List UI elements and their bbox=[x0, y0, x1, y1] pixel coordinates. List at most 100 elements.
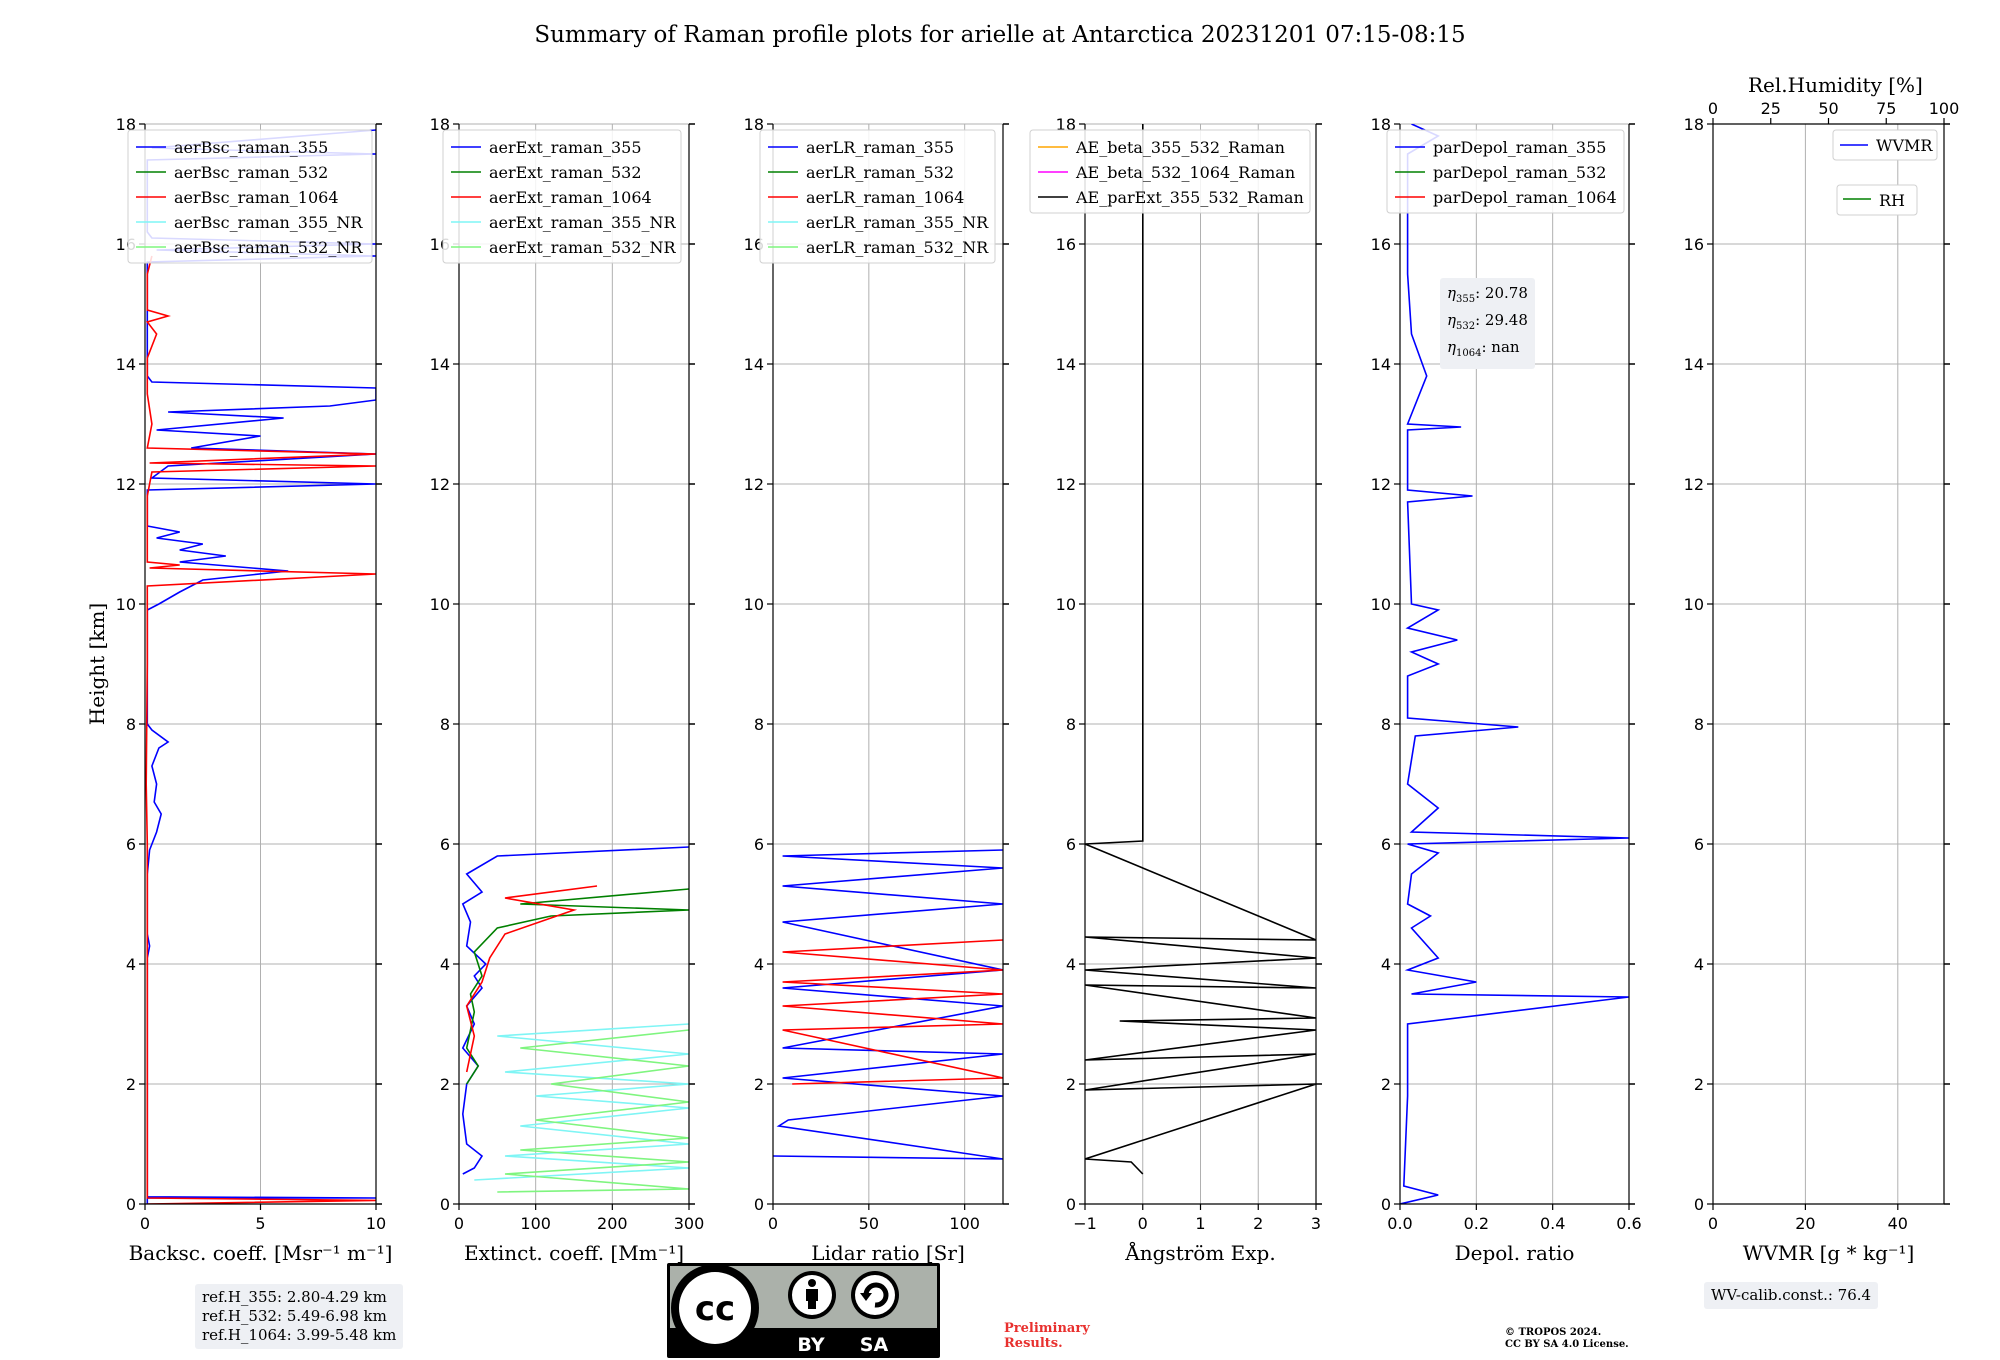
y-tick-label: 12 bbox=[430, 475, 450, 494]
y-tick-label: 14 bbox=[744, 355, 764, 374]
y-tick-label: 0 bbox=[1066, 1195, 1076, 1214]
series-aerExt_raman_532 bbox=[465, 888, 689, 1085]
y-tick-label: 6 bbox=[1066, 835, 1076, 854]
legend: AE_beta_355_532_Raman AE_beta_532_1064_Ra… bbox=[1029, 129, 1311, 214]
legend-box bbox=[1832, 129, 1938, 161]
cc-sa-label: SA bbox=[860, 1334, 889, 1356]
x-tick-label: 20 bbox=[1795, 1214, 1815, 1233]
x-axis-label: Lidar ratio [Sr] bbox=[811, 1241, 965, 1265]
eta-532: η532: 29.48 bbox=[1447, 311, 1528, 332]
y-tick-label: 14 bbox=[1684, 355, 1704, 374]
x-tick-label: 0.0 bbox=[1387, 1214, 1412, 1233]
x-tick-label: 0 bbox=[140, 1214, 150, 1233]
y-tick-label: 4 bbox=[1694, 955, 1704, 974]
x-tick-label-top: 0 bbox=[1708, 99, 1718, 118]
legend-entry: aerBsc_raman_1064 bbox=[174, 188, 339, 207]
legend-entry: AE_parExt_355_532_Raman bbox=[1075, 188, 1304, 207]
y-tick-label: 18 bbox=[1056, 115, 1076, 134]
series-aerExt_raman_355 bbox=[461, 846, 689, 1175]
legend-box bbox=[127, 129, 373, 264]
y-tick-label: 6 bbox=[1381, 835, 1391, 854]
legend-entry: aerExt_raman_532 bbox=[489, 163, 642, 182]
y-tick-label: 14 bbox=[1371, 355, 1391, 374]
y-tick-label: 8 bbox=[440, 715, 450, 734]
y-tick-label: 2 bbox=[1381, 1075, 1391, 1094]
eta-1064: η1064: nan bbox=[1447, 338, 1520, 359]
x-tick-label: 100 bbox=[520, 1214, 551, 1233]
y-tick-label: 18 bbox=[430, 115, 450, 134]
y-tick-label: 4 bbox=[440, 955, 450, 974]
y-tick-label: 8 bbox=[754, 715, 764, 734]
x-tick-label: 200 bbox=[597, 1214, 628, 1233]
x-tick-label: 2 bbox=[1253, 1214, 1263, 1233]
legend-entry: AE_beta_355_532_Raman bbox=[1075, 138, 1285, 157]
eta-355: η355: 20.78 bbox=[1447, 284, 1528, 305]
legend: parDepol_raman_355 parDepol_raman_532 parD… bbox=[1386, 129, 1625, 214]
panel-lidar_ratio: 0 2 4 6 8 10 12 14 16 18 0 50 100 Lidar ratio [Sr] aer… bbox=[744, 115, 1009, 1265]
x-axis-label: Extinct. coeff. [Mm⁻¹] bbox=[464, 1241, 684, 1265]
preliminary-note: Preliminary Results. bbox=[1004, 1321, 1090, 1351]
series-group bbox=[145, 129, 376, 1204]
y-tick-label: 10 bbox=[1056, 595, 1076, 614]
y-tick-label: 16 bbox=[1684, 235, 1704, 254]
y-tick-label: 10 bbox=[430, 595, 450, 614]
x-axis-label: Backsc. coeff. [Msr⁻¹ m⁻¹] bbox=[129, 1241, 393, 1265]
y-tick-label: 4 bbox=[1066, 955, 1076, 974]
y-tick-label: 6 bbox=[754, 835, 764, 854]
legend-entry: aerLR_raman_1064 bbox=[806, 188, 964, 207]
y-tick-label: 4 bbox=[1381, 955, 1391, 974]
wv-calib-box: WV-calib.const.: 76.4 bbox=[1704, 1282, 1879, 1309]
x-tick-label: 300 bbox=[674, 1214, 705, 1233]
legend-entry: aerBsc_raman_355_NR bbox=[174, 213, 363, 232]
y-tick-label: 0 bbox=[1694, 1195, 1704, 1214]
x-tick-label: 40 bbox=[1888, 1214, 1908, 1233]
y-tick-label: 14 bbox=[1056, 355, 1076, 374]
legend-entry: RH bbox=[1879, 191, 1905, 210]
y-tick-label: 6 bbox=[126, 835, 136, 854]
y-tick-label: 12 bbox=[1684, 475, 1704, 494]
y-tick-label: 16 bbox=[744, 235, 764, 254]
y-tick-label: 14 bbox=[116, 355, 136, 374]
legend-box bbox=[442, 129, 682, 264]
y-tick-label: 2 bbox=[1066, 1075, 1076, 1094]
x-tick-label-top: 100 bbox=[1929, 99, 1960, 118]
y-tick-label: 12 bbox=[1056, 475, 1076, 494]
y-tick-label: 10 bbox=[1371, 595, 1391, 614]
legend-box bbox=[1386, 129, 1625, 214]
x-tick-label-top: 75 bbox=[1876, 99, 1896, 118]
x-tick-label: 0.6 bbox=[1616, 1214, 1641, 1233]
x-tick-label: 0 bbox=[454, 1214, 464, 1233]
series-group bbox=[773, 849, 1003, 1160]
x-tick-label: 0 bbox=[1138, 1214, 1148, 1233]
y-tick-label: 2 bbox=[1694, 1075, 1704, 1094]
y-tick-label: 10 bbox=[1684, 595, 1704, 614]
figure-title: Summary of Raman profile plots for ariel… bbox=[534, 22, 1466, 48]
series-aerExt_raman_355_NR bbox=[474, 1023, 689, 1181]
legend: aerExt_raman_355 aerExt_raman_532 aerExt_r… bbox=[442, 129, 682, 264]
y-tick-label: 2 bbox=[754, 1075, 764, 1094]
legend-entry: aerLR_raman_355 bbox=[806, 138, 954, 157]
x-tick-label: 1 bbox=[1195, 1214, 1205, 1233]
x-tick-label: 50 bbox=[859, 1214, 879, 1233]
svg-text:cc: cc bbox=[695, 1289, 735, 1329]
x-tick-label: 0.4 bbox=[1540, 1214, 1565, 1233]
legend: aerBsc_raman_355 aerBsc_raman_532 aerBsc_r… bbox=[127, 129, 373, 264]
legend-box bbox=[1836, 184, 1918, 216]
series-aerLR_raman_355 bbox=[773, 849, 1003, 1160]
rh-axis-label: Rel.Humidity [%] bbox=[1748, 73, 1923, 97]
legend-rh: RH bbox=[1836, 184, 1918, 216]
legend-entry: aerExt_raman_355 bbox=[489, 138, 642, 157]
series-aerExt_raman_532_NR bbox=[497, 1029, 689, 1193]
legend-entry: parDepol_raman_1064 bbox=[1433, 188, 1617, 207]
x-tick-label: −1 bbox=[1073, 1214, 1097, 1233]
legend-entry: aerExt_raman_532_NR bbox=[489, 238, 677, 257]
panel-depol: 0 2 4 6 8 10 12 14 16 18 0.0 0.2 0.4 0.6 Depol. ratio p… bbox=[1371, 115, 1642, 1265]
sa-share-alike-icon bbox=[851, 1271, 899, 1319]
y-tick-label: 0 bbox=[754, 1195, 764, 1214]
y-tick-label: 10 bbox=[116, 595, 136, 614]
legend-box bbox=[1029, 129, 1311, 214]
x-axis-label: Depol. ratio bbox=[1455, 1241, 1575, 1265]
y-tick-label: 8 bbox=[1066, 715, 1076, 734]
series-AE_parExt_355_532_Raman bbox=[1085, 124, 1316, 1175]
